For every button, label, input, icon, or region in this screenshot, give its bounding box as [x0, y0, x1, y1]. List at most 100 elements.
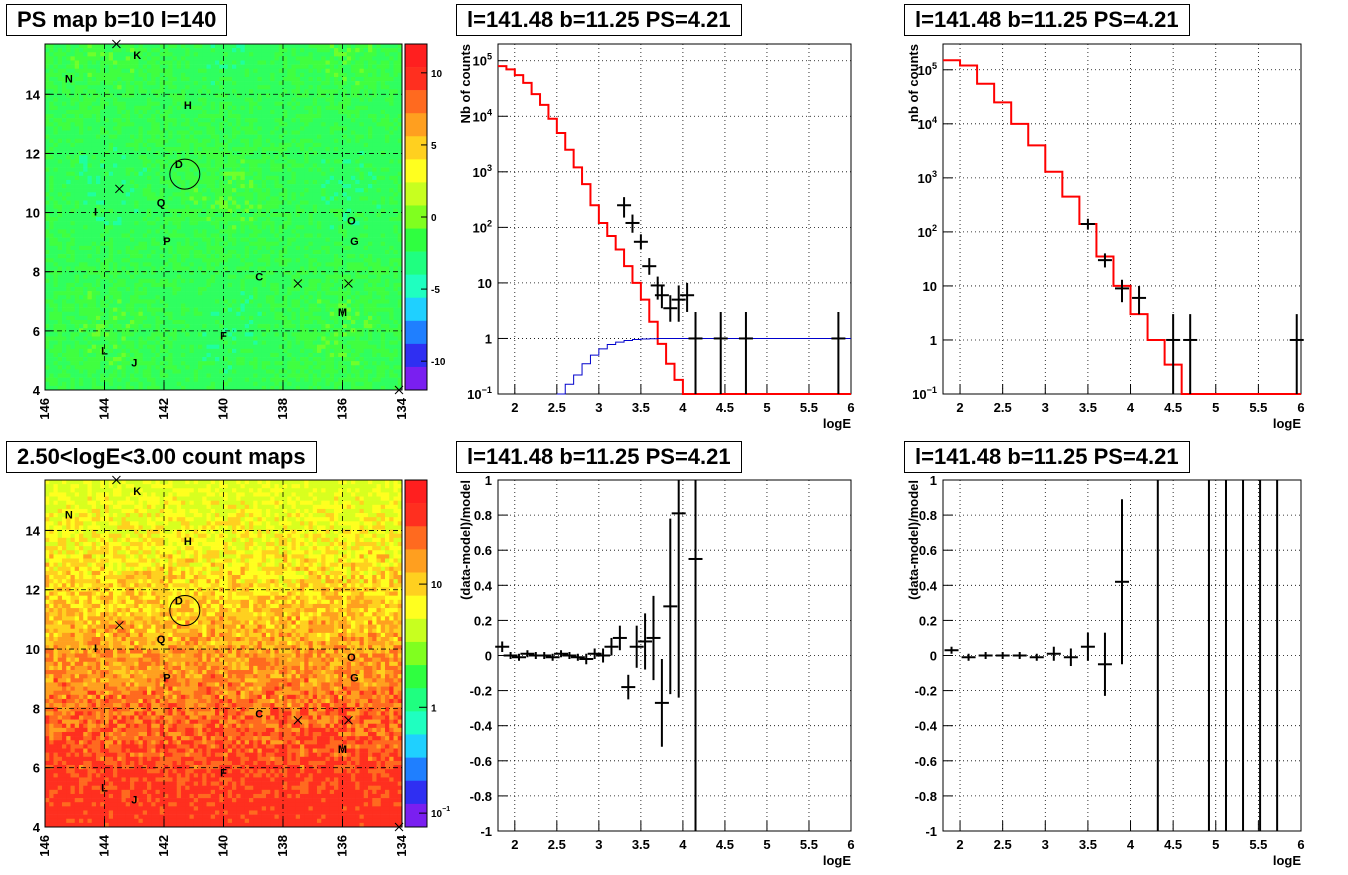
heatmap-cell: [202, 344, 207, 350]
heatmap-cell: [249, 171, 254, 177]
heatmap-cell: [181, 192, 186, 197]
heatmap-cell: [49, 76, 54, 82]
heatmap-cell: [45, 97, 50, 102]
heatmap-cell: [91, 188, 97, 193]
heatmap-cell: [113, 274, 118, 280]
heatmap-cell: [155, 130, 161, 135]
heatmap-cell: [159, 64, 165, 70]
heatmap-cell: [113, 208, 118, 214]
heatmap-cell: [134, 52, 139, 57]
heatmap-cell: [117, 155, 122, 160]
heatmap-cell: [295, 188, 301, 193]
heatmap-cell: [219, 352, 224, 358]
heatmap-cell: [283, 204, 288, 210]
heatmap-cell: [108, 295, 114, 300]
heatmap-cell: [87, 229, 93, 234]
heatmap-cell: [62, 118, 67, 123]
heatmap-cell: [159, 381, 165, 387]
heatmap-cell: [257, 270, 263, 275]
heatmap-cell: [125, 217, 131, 222]
heatmap-cell: [62, 270, 67, 275]
heatmap-cell: [164, 175, 169, 181]
heatmap-cell: [104, 122, 110, 127]
heatmap-cell: [253, 361, 258, 366]
heatmap-cell: [130, 159, 135, 164]
heatmap-cell: [210, 204, 216, 210]
heatmap-cell: [125, 93, 131, 98]
heatmap-cell: [130, 179, 135, 185]
heatmap-cell: [202, 76, 207, 82]
heatmap-cell: [198, 72, 203, 78]
heatmap-cell: [87, 270, 93, 275]
heatmap-cell: [270, 278, 275, 284]
heatmap-cell: [159, 60, 165, 65]
heatmap-cell: [62, 287, 67, 292]
heatmap-cell: [79, 208, 84, 214]
heatmap-cell: [257, 278, 263, 284]
heatmap-cell: [100, 52, 105, 57]
heatmap-cell: [62, 348, 67, 354]
heatmap-cell: [261, 225, 267, 230]
heatmap-cell: [100, 373, 105, 378]
heatmap-cell: [159, 171, 165, 177]
heatmap-cell: [79, 357, 84, 362]
heatmap-cell: [181, 237, 186, 243]
heatmap-cell: [274, 262, 280, 267]
heatmap-cell: [291, 365, 297, 370]
heatmap-cell: [189, 340, 195, 345]
heatmap-cell: [181, 307, 186, 313]
heatmap-cell: [215, 85, 220, 90]
heatmap-cell: [261, 200, 267, 205]
heatmap-cell: [96, 217, 101, 222]
heatmap-cell: [49, 258, 54, 263]
heatmap-cell: [185, 72, 190, 78]
heatmap-cell: [125, 348, 131, 354]
heatmap-cell: [104, 340, 110, 345]
heatmap-cell: [121, 319, 127, 325]
heatmap-cell: [266, 377, 271, 383]
heatmap-cell: [249, 311, 254, 317]
heatmap-cell: [202, 44, 207, 49]
heatmap-cell: [240, 307, 246, 313]
heatmap-cell: [45, 204, 50, 210]
heatmap-cell: [215, 311, 220, 317]
heatmap-cell: [45, 291, 50, 296]
heatmap-cell: [287, 56, 292, 61]
heatmap-cell: [181, 365, 186, 370]
heatmap-cell: [164, 369, 169, 374]
heatmap-cell: [278, 204, 284, 210]
heatmap-cell: [240, 361, 246, 366]
heatmap-cell: [57, 159, 63, 164]
heatmap-cell: [278, 200, 284, 205]
heatmap-cell: [227, 357, 233, 362]
heatmap-cell: [278, 270, 284, 275]
heatmap-cell: [287, 48, 292, 53]
heatmap-cell: [142, 324, 148, 329]
heatmap-cell: [66, 249, 71, 255]
heatmap-cell: [181, 385, 186, 391]
heatmap-cell: [249, 134, 254, 140]
heatmap-cell: [291, 175, 297, 181]
heatmap-cell: [96, 225, 101, 230]
heatmap-cell: [117, 179, 122, 185]
heatmap-cell: [151, 258, 156, 263]
heatmap-cell: [215, 262, 220, 267]
heatmap-cell: [232, 324, 237, 329]
heatmap-cell: [96, 89, 101, 94]
heatmap-cell: [159, 159, 165, 164]
heatmap-cell: [134, 258, 139, 263]
heatmap-cell: [134, 155, 139, 160]
heatmap-cell: [189, 93, 195, 98]
heatmap-cell: [181, 315, 186, 321]
heatmap-cell: [164, 365, 169, 370]
heatmap-cell: [249, 138, 254, 144]
heatmap-cell: [151, 85, 156, 90]
heatmap-cell: [185, 262, 190, 267]
heatmap-cell: [79, 93, 84, 98]
heatmap-cell: [253, 225, 258, 230]
heatmap-cell: [287, 146, 292, 152]
heatmap-cell: [113, 319, 118, 325]
heatmap-cell: [270, 357, 275, 362]
heatmap-cell: [45, 109, 50, 115]
heatmap-cell: [253, 369, 258, 374]
